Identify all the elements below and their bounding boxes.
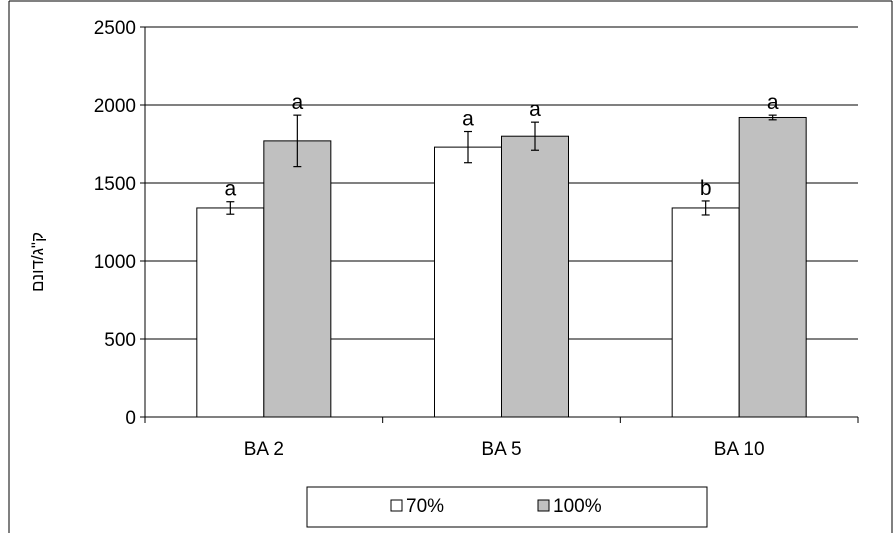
y-tick-label-2000: 2000 xyxy=(94,96,136,117)
y-tick-label-1500: 1500 xyxy=(94,174,136,195)
label-layer: a a a a b a xyxy=(224,91,778,201)
bar-2-0 xyxy=(671,207,740,418)
significance-label-2-1: a xyxy=(767,91,779,114)
y-axis-title: ק"ג/דונם xyxy=(28,232,47,292)
bar-0-1 xyxy=(263,140,332,418)
legend-label-100: 100% xyxy=(553,496,602,517)
y-tick-label-2500: 2500 xyxy=(94,18,136,39)
legend-swatch-100 xyxy=(537,499,550,512)
x-tick-label-2: BA 10 xyxy=(714,439,765,460)
legend-box xyxy=(306,486,708,528)
significance-label-0-1: a xyxy=(291,91,303,114)
bar-1-1 xyxy=(501,135,569,418)
legend-label-70: 70% xyxy=(406,496,444,517)
axis-layer: 0 500 1000 1500 2000 2500 BA 2 BA 5 BA 10 xyxy=(94,18,859,460)
bar-1-0 xyxy=(434,146,502,418)
x-tick-label-0: BA 2 xyxy=(244,439,284,460)
x-tick-label-1: BA 5 xyxy=(481,439,521,460)
significance-label-1-1: a xyxy=(529,98,541,121)
significance-label-2-0: b xyxy=(700,177,712,200)
y-tick-label-1000: 1000 xyxy=(94,252,136,273)
bar-2-1 xyxy=(738,116,807,418)
bar-0-0 xyxy=(196,207,265,418)
legend-swatch-70 xyxy=(390,499,403,512)
y-tick-label-500: 500 xyxy=(104,330,136,351)
y-tick-label-0: 0 xyxy=(125,408,136,429)
legend: 70% 100% xyxy=(306,486,708,528)
significance-label-1-0: a xyxy=(462,108,474,131)
significance-label-0-0: a xyxy=(224,178,236,201)
bar-layer xyxy=(196,114,807,418)
